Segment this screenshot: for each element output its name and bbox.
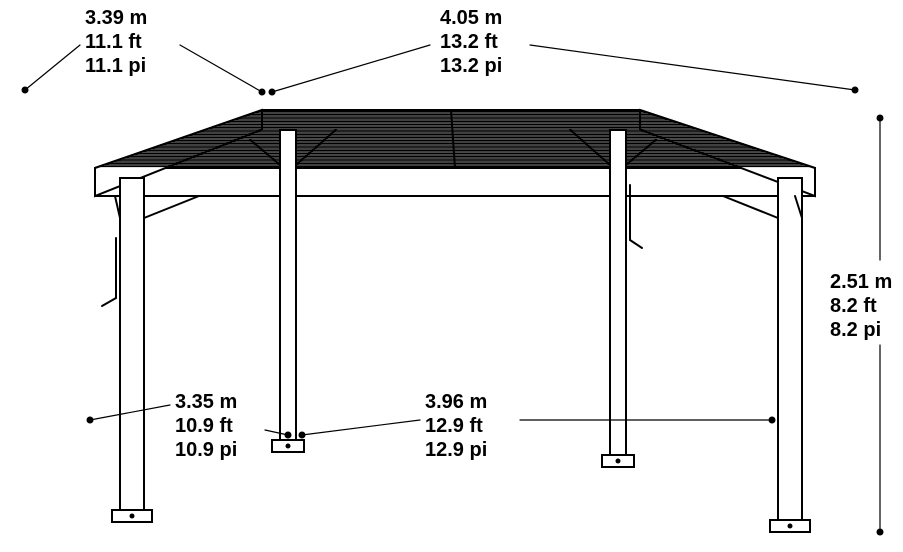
dim-roof-depth: 3.39 m 11.1 ft 11.1 pi	[85, 6, 147, 78]
dim-roof-width: 4.05 m 13.2 ft 13.2 pi	[440, 6, 502, 78]
dim-base-width: 3.96 m 12.9 ft 12.9 pi	[425, 390, 487, 462]
dim-height: 2.51 m 8.2 ft 8.2 pi	[830, 270, 892, 342]
dim-base-depth: 3.35 m 10.9 ft 10.9 pi	[175, 390, 237, 462]
pergola-line-drawing	[0, 0, 903, 552]
dimension-diagram: 3.39 m 11.1 ft 11.1 pi 4.05 m 13.2 ft 13…	[0, 0, 903, 552]
